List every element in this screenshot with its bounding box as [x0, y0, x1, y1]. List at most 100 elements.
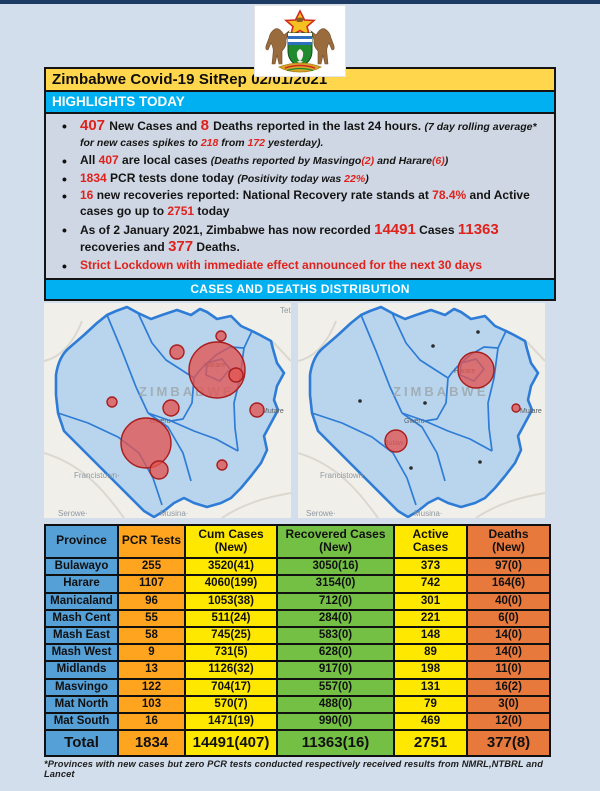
coat-of-arms-icon: [265, 9, 335, 73]
distribution-section-header: CASES AND DEATHS DISTRIBUTION: [44, 279, 556, 301]
bullet-segment: As of 2 January 2021, Zimbabwe has now r…: [80, 223, 375, 238]
table-cell: 583(0): [276, 626, 395, 646]
table-cell: 12(0): [466, 712, 551, 732]
road-line: [525, 339, 545, 362]
table-row: Bulawayo 255 3520(41) 3050(16) 373 97(0): [44, 557, 551, 577]
bullet-segment: 407: [80, 117, 110, 134]
city-dot: [423, 400, 427, 405]
bullet-segment: (Positivity today was: [237, 172, 345, 185]
table-cell: 3050(16): [276, 557, 395, 577]
bullet-segment: Deaths.: [193, 239, 240, 254]
province-stats-table-wrap: Province PCR Tests Cum Cases (New) Recovere…: [44, 523, 556, 757]
province-border: [147, 377, 195, 422]
table-cell: 96: [117, 591, 186, 611]
distribution-bubble: [106, 395, 118, 408]
highlight-bullet: As of 2 January 2021, Zimbabwe has now r…: [50, 221, 546, 256]
bullet-segment: (Deaths reported by Masvingo: [210, 154, 362, 167]
distribution-bubble: [384, 428, 408, 453]
table-cell: 742: [393, 574, 468, 594]
table-cell: 122: [117, 677, 186, 697]
bullet-segment: are local cases: [118, 152, 211, 167]
province-border: [170, 419, 239, 452]
table-cell: Mat South: [44, 712, 119, 732]
bullet-segment: and Harare: [374, 154, 432, 167]
province-border: [391, 312, 449, 379]
highlights-list: 407 New Cases and 8 Deaths reported in t…: [50, 117, 546, 275]
road-line: [44, 451, 125, 518]
column-header: Recovered Cases (New): [276, 523, 395, 560]
table-cell: Midlands: [44, 660, 119, 680]
table-cell: Bulawayo: [44, 557, 119, 577]
column-header: Active Cases: [393, 523, 468, 560]
table-header-row: Province PCR Tests Cum Cases (New) Recovere…: [44, 523, 551, 560]
road-line: [271, 339, 291, 362]
bullet-segment: new recoveries reported: National Recove…: [93, 188, 433, 203]
bullet-segment: Deaths reported in the last 24 hours.: [213, 119, 425, 133]
bullet-segment: ): [444, 154, 449, 167]
deaths-map-svg: ZIMBABWE Francistown· Serowe· Musina· Gweru·…: [298, 305, 545, 518]
table-total-cell: Total: [44, 729, 119, 757]
highlight-bullet: 16 new recoveries reported: National Rec…: [50, 187, 546, 220]
map-place-label: Musina·: [160, 509, 188, 518]
city-dot: [431, 343, 435, 348]
table-cell: 284(0): [276, 608, 395, 629]
map-place-label: Francistown·: [320, 471, 366, 480]
table-row: Mash Cent 55 511(24) 284(0) 221 6(0): [44, 608, 551, 629]
table-cell: 221: [393, 608, 468, 629]
table-cell: 3(0): [466, 694, 551, 715]
table-cell: 89: [393, 643, 468, 663]
province-border: [401, 377, 449, 422]
top-border-strip: [0, 0, 600, 4]
bullet-segment: (7 day rolling average* for new cases sp…: [80, 121, 537, 149]
table-cell: 570(7): [184, 694, 278, 715]
road-line: [475, 491, 545, 518]
bullet-segment: 2751: [167, 204, 195, 219]
road-line: [221, 491, 291, 518]
map-place-label: Serowe·: [306, 509, 336, 518]
table-row: Manicaland 96 1053(38) 712(0) 301 40(0): [44, 591, 551, 611]
table-cell: 1053(38): [184, 591, 278, 611]
table-total-cell: 377(8): [466, 729, 551, 757]
table-body: Bulawayo 255 3520(41) 3050(16) 373 97(0) Harar…: [44, 557, 551, 757]
column-header: Deaths (New): [466, 523, 551, 560]
bullet-segment: 11363: [457, 221, 499, 239]
province-border: [487, 330, 507, 451]
table-row: Midlands 13 1126(32) 917(0) 198 11(0): [44, 660, 551, 680]
table-cell: 731(5): [184, 643, 278, 663]
table-cell: 9: [117, 643, 186, 663]
table-cell: 164(6): [466, 574, 551, 594]
table-header: Province PCR Tests Cum Cases (New) Recovere…: [44, 523, 551, 560]
table-cell: 511(24): [184, 608, 278, 629]
table-cell: 301: [393, 591, 468, 611]
table-cell: 712(0): [276, 591, 395, 611]
bullet-segment: 22%: [344, 172, 366, 185]
table-cell: 745(25): [184, 626, 278, 646]
map-place-label: Francistown·: [74, 471, 120, 480]
table-cell: 11(0): [466, 660, 551, 680]
city-dot: [358, 398, 362, 403]
bullet-segment: 172: [247, 136, 266, 149]
table-cell: 3154(0): [276, 574, 395, 594]
table-cell: 704(17): [184, 677, 278, 697]
highlights-body: 407 New Cases and 8 Deaths reported in t…: [44, 114, 556, 280]
bullet-segment: (6): [431, 154, 445, 167]
highlight-bullet: All 407 are local cases (Deaths reported…: [50, 152, 546, 170]
table-total-cell: 14491(407): [184, 729, 278, 757]
bullet-segment: 377: [168, 237, 194, 255]
deaths-distribution-map: ZIMBABWE Francistown· Serowe· Musina· Gweru·…: [298, 302, 545, 518]
bullet-segment: 8: [200, 117, 214, 134]
province-border: [360, 314, 403, 413]
highlight-bullet: 1834 PCR tests done today (Positivity to…: [50, 170, 546, 188]
bullet-segment: All: [80, 152, 99, 167]
table-cell: 373: [393, 557, 468, 577]
bullet-segment: yesterday).: [265, 136, 324, 149]
table-cell: Manicaland: [44, 591, 119, 611]
table-cell: Masvingo: [44, 677, 119, 697]
map-place-label: Gweru·: [150, 418, 173, 425]
road-line: [298, 451, 379, 518]
bullet-segment: 1834: [80, 170, 107, 185]
province-border: [137, 312, 195, 379]
highlights-header: HIGHLIGHTS TODAY: [44, 92, 556, 114]
table-row: Mash East 58 745(25) 583(0) 148 14(0): [44, 626, 551, 646]
bullet-segment: recoveries and: [80, 239, 169, 254]
